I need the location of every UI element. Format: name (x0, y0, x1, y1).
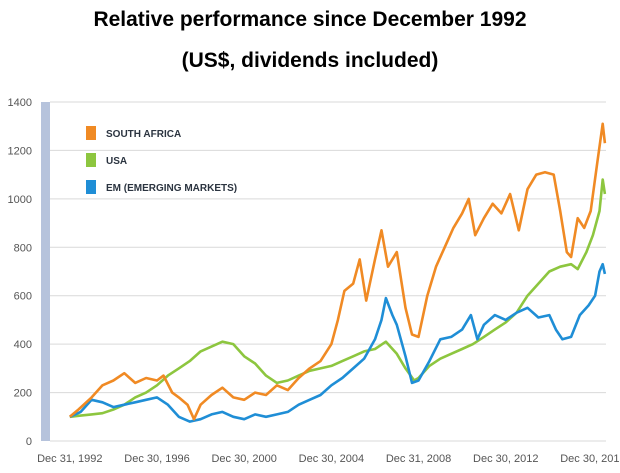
x-tick-label: Dec 31, 1992 (37, 453, 102, 465)
y-tick-labels: 0 200 400 600 800 1000 1200 1400 (8, 97, 32, 448)
x-tick-label: Dec 30, 2004 (299, 453, 364, 465)
y-tick-label: 800 (14, 242, 32, 254)
y-tick-label: 1400 (8, 97, 32, 109)
series-lines (68, 122, 607, 423)
chart-title: Relative performance since December 1992 (93, 8, 527, 31)
series-line-usa (69, 178, 607, 419)
y-tick-label: 1200 (8, 145, 32, 157)
grid-lines (50, 101, 606, 442)
x-tick-label: Dec 30, 2016 (560, 453, 620, 465)
legend-label: SOUTH AFRICA (106, 129, 181, 140)
series-line-south-africa (68, 122, 607, 421)
x-tick-labels: Dec 31, 1992 Dec 30, 1996 Dec 30, 2000 Dec … (37, 453, 620, 465)
legend-label: EM (EMERGING MARKETS) (106, 183, 237, 194)
series-line-em-emerging-markets (69, 262, 607, 423)
legend-label: USA (106, 156, 127, 167)
legend-swatch (86, 180, 96, 194)
y-tick-label: 200 (14, 388, 32, 400)
y-tick-label: 400 (14, 339, 32, 351)
x-tick-label: Dec 30, 2000 (211, 453, 276, 465)
legend: SOUTH AFRICA USA EM (EMERGING MARKETS) (86, 126, 237, 194)
y-tick-label: 0 (26, 436, 32, 448)
x-tick-label: Dec 30, 2012 (473, 453, 538, 465)
y-tick-label: 1000 (8, 194, 32, 206)
legend-swatch (86, 126, 96, 140)
x-tick-label: Dec 30, 1996 (124, 453, 189, 465)
x-tick-label: Dec 31, 2008 (386, 453, 451, 465)
y-tick-label: 600 (14, 291, 32, 303)
y-axis-band (41, 102, 50, 441)
chart-subtitle: (US$, dividends included) (181, 49, 439, 72)
legend-swatch (86, 153, 96, 167)
